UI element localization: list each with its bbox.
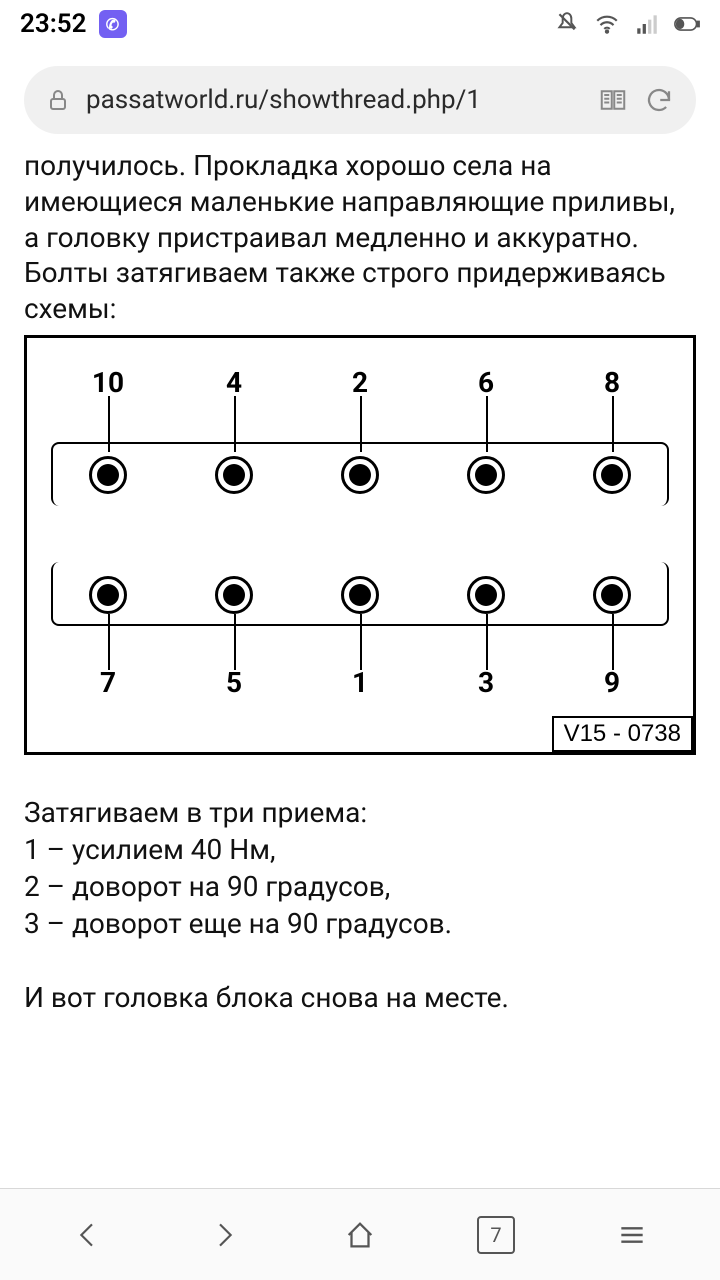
status-right: [554, 11, 700, 37]
tabs-count: 7: [490, 1223, 501, 1247]
signal-icon: [634, 11, 660, 37]
bolt-label-top: 4: [214, 366, 254, 399]
battery-icon: [674, 11, 700, 37]
wifi-icon: [594, 11, 620, 37]
bolt-leader-line: [612, 614, 614, 670]
step-2: 2 – доворот на 90 градусов,: [24, 869, 696, 906]
address-bar[interactable]: passatworld.ru/showthread.php/1: [24, 66, 696, 134]
tabs-button[interactable]: 7: [474, 1213, 518, 1257]
paragraph-after: И вот головка блока снова на месте.: [24, 980, 696, 1017]
torque-steps: Затягиваем в три приема: 1 – усилием 40 …: [24, 795, 696, 1017]
bolt-label-top: 2: [340, 366, 380, 399]
menu-button[interactable]: [610, 1213, 654, 1257]
bolt-leader-line: [360, 614, 362, 670]
steps-intro: Затягиваем в три приема:: [24, 795, 696, 832]
paragraph-intro: получилось. Прокладка хорошо села на име…: [24, 148, 696, 327]
bolt: [592, 576, 632, 614]
bolt-leader-line: [234, 614, 236, 670]
step-1: 1 – усилием 40 Нм,: [24, 832, 696, 869]
bolt-label-top: 6: [466, 366, 506, 399]
home-button[interactable]: [338, 1213, 382, 1257]
bolt-label-bottom: 9: [592, 666, 632, 699]
bolt-label-top: 10: [88, 366, 128, 399]
bolt-leader-line: [108, 614, 110, 670]
bolt-leader-line: [486, 614, 488, 670]
bolt-leader-line: [234, 396, 236, 452]
bolt-label-bottom: 5: [214, 666, 254, 699]
bolt: [88, 456, 128, 494]
tabs-count-box: 7: [477, 1216, 515, 1254]
back-button[interactable]: [66, 1213, 110, 1257]
address-bar-container: passatworld.ru/showthread.php/1: [0, 48, 720, 148]
reload-icon[interactable]: [644, 85, 674, 115]
bolt: [340, 456, 380, 494]
bolt: [340, 576, 380, 614]
reader-icon[interactable]: [598, 85, 628, 115]
page-content: получилось. Прокладка хорошо села на име…: [0, 148, 720, 1017]
browser-nav-bar: 7: [0, 1188, 720, 1280]
bolt: [88, 576, 128, 614]
bolt: [592, 456, 632, 494]
forward-button[interactable]: [202, 1213, 246, 1257]
bolt-label-bottom: 1: [340, 666, 380, 699]
torque-diagram: 10 7 4 5 2 1 6 3 8 9 V15 - 0738: [24, 335, 696, 755]
url-text: passatworld.ru/showthread.php/1: [86, 85, 582, 115]
bolt: [214, 456, 254, 494]
bolt: [466, 576, 506, 614]
bolt-leader-line: [486, 396, 488, 452]
bolt: [466, 456, 506, 494]
bolt-leader-line: [108, 396, 110, 452]
bolt-label-bottom: 3: [466, 666, 506, 699]
viber-icon: ✆: [99, 10, 127, 38]
status-bar: 23:52 ✆: [0, 0, 720, 48]
bolt-leader-line: [360, 396, 362, 452]
status-left: 23:52 ✆: [20, 9, 127, 39]
bolt-label-bottom: 7: [88, 666, 128, 699]
bolt: [214, 576, 254, 614]
bolt-label-top: 8: [592, 366, 632, 399]
lock-icon: [46, 88, 70, 112]
mute-icon: [554, 11, 580, 37]
diagram-code: V15 - 0738: [552, 716, 693, 752]
step-3: 3 – доворот еще на 90 градусов.: [24, 906, 696, 943]
bolt-leader-line: [612, 396, 614, 452]
status-time: 23:52: [20, 9, 87, 39]
